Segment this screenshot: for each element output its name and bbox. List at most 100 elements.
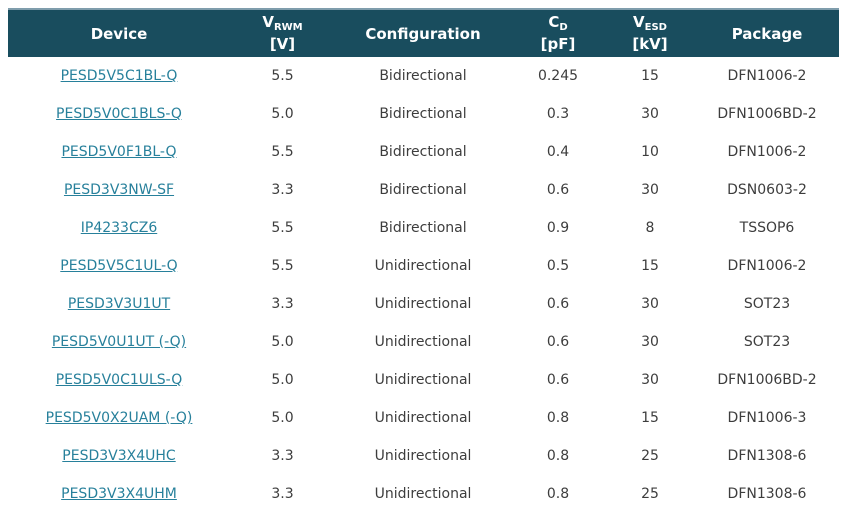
configuration-cell: Bidirectional xyxy=(379,220,467,236)
device-link[interactable]: PESD5V5C1BL-Q xyxy=(60,68,178,84)
cd-cell: 0.5 xyxy=(546,258,570,274)
vrwm-unit: [V] xyxy=(269,35,296,53)
vrwm-cell: 3.3 xyxy=(271,486,294,502)
package-cell: SOT23 xyxy=(743,296,791,312)
vesd-cell: 30 xyxy=(641,372,659,388)
cd-symbol: C xyxy=(548,13,560,31)
vesd-cell: 30 xyxy=(641,106,659,122)
cd-cell: 0.6 xyxy=(546,182,570,198)
cd-cell: 0.3 xyxy=(546,106,570,122)
cd-subscript: D xyxy=(559,22,568,33)
table-row: PESD3V3NW-SF 3.3 Bidirectional 0.6 30 DSN0603… xyxy=(8,171,839,209)
package-cell: DFN1006BD-2 xyxy=(717,372,817,388)
cd-cell: 0.245 xyxy=(537,68,579,84)
device-cell: IP4233CZ6 xyxy=(8,220,230,236)
device-link[interactable]: PESD5V0C1BLS-Q xyxy=(56,106,182,122)
package-cell: DFN1006-2 xyxy=(727,68,807,84)
column-header-package-label: Package xyxy=(731,24,803,43)
column-header-vrwm: VRWM [V] xyxy=(230,14,335,53)
device-link[interactable]: PESD5V5C1UL-Q xyxy=(60,258,178,274)
vrwm-cell: 3.3 xyxy=(271,182,294,198)
cd-cell: 0.6 xyxy=(546,372,570,388)
table-row: PESD5V5C1UL-Q 5.5 Unidirectional 0.5 15 DFN10… xyxy=(8,247,839,285)
device-cell: PESD5V5C1BL-Q xyxy=(8,68,230,84)
vrwm-symbol: V xyxy=(262,13,274,31)
table-row: PESD5V0U1UT (-Q) 5.0 Unidirectional 0.6 30 SO… xyxy=(8,323,839,361)
package-cell: DFN1308-6 xyxy=(727,448,807,464)
configuration-cell: Bidirectional xyxy=(379,106,467,122)
configuration-cell: Bidirectional xyxy=(379,182,467,198)
cd-cell: 0.9 xyxy=(546,220,570,236)
vesd-unit: [kV] xyxy=(632,35,668,53)
vrwm-cell: 5.0 xyxy=(271,372,294,388)
device-link[interactable]: PESD3V3U1UT xyxy=(67,296,171,312)
column-header-configuration: Configuration xyxy=(335,25,511,43)
table-row: IP4233CZ6 5.5 Bidirectional 0.9 8 TSSOP6 xyxy=(8,209,839,247)
vesd-cell: 30 xyxy=(641,334,659,350)
column-header-cd: CD [pF] xyxy=(511,14,605,53)
vesd-subscript: ESD xyxy=(644,22,667,33)
cd-cell: 0.4 xyxy=(546,144,570,160)
configuration-cell: Bidirectional xyxy=(379,144,467,160)
table-row: PESD5V0X2UAM (-Q) 5.0 Unidirectional 0.8 15 D… xyxy=(8,399,839,437)
device-link[interactable]: PESD5V0U1UT (-Q) xyxy=(51,334,187,350)
vesd-cell: 25 xyxy=(641,448,659,464)
device-cell: PESD3V3NW-SF xyxy=(8,182,230,198)
vesd-cell: 15 xyxy=(641,258,659,274)
vrwm-cell: 5.5 xyxy=(271,258,294,274)
package-cell: DFN1308-6 xyxy=(727,486,807,502)
vrwm-cell: 5.5 xyxy=(271,220,294,236)
table-row: PESD3V3X4UHM 3.3 Unidirectional 0.8 25 DFN130… xyxy=(8,475,839,513)
configuration-cell: Unidirectional xyxy=(374,410,472,426)
device-link[interactable]: PESD3V3X4UHC xyxy=(62,448,176,464)
device-link[interactable]: PESD5V0F1BL-Q xyxy=(61,144,177,160)
package-cell: DSN0603-2 xyxy=(727,182,807,198)
device-cell: PESD5V0F1BL-Q xyxy=(8,144,230,160)
device-cell: PESD5V5C1UL-Q xyxy=(8,258,230,274)
device-cell: PESD3V3X4UHM xyxy=(8,486,230,502)
cd-cell: 0.8 xyxy=(546,448,570,464)
device-link[interactable]: PESD5V0C1ULS-Q xyxy=(55,372,183,388)
table-row: PESD5V5C1BL-Q 5.5 Bidirectional 0.245 15 DFN1… xyxy=(8,57,839,95)
table-row: PESD3V3U1UT 3.3 Unidirectional 0.6 30 SOT23 xyxy=(8,285,839,323)
device-cell: PESD5V0C1ULS-Q xyxy=(8,372,230,388)
vrwm-cell: 3.3 xyxy=(271,296,294,312)
device-link[interactable]: PESD5V0X2UAM (-Q) xyxy=(45,410,193,426)
vrwm-cell: 5.0 xyxy=(271,106,294,122)
vesd-cell: 30 xyxy=(641,296,659,312)
table-header-row: Device VRWM [V] Configuration CD [pF] VE… xyxy=(8,8,839,57)
device-link[interactable]: IP4233CZ6 xyxy=(80,220,158,236)
vrwm-cell: 5.0 xyxy=(271,334,294,350)
table-body: PESD5V5C1BL-Q 5.5 Bidirectional 0.245 15 DFN1… xyxy=(8,57,839,513)
column-header-package: Package xyxy=(695,25,839,43)
vesd-cell: 8 xyxy=(645,220,655,236)
cd-cell: 0.6 xyxy=(546,334,570,350)
package-cell: DFN1006-3 xyxy=(727,410,807,426)
vesd-cell: 25 xyxy=(641,486,659,502)
configuration-cell: Unidirectional xyxy=(374,448,472,464)
device-cell: PESD5V0X2UAM (-Q) xyxy=(8,410,230,426)
configuration-cell: Bidirectional xyxy=(379,68,467,84)
column-header-configuration-label: Configuration xyxy=(365,24,481,43)
device-cell: PESD5V0C1BLS-Q xyxy=(8,106,230,122)
cd-cell: 0.8 xyxy=(546,486,570,502)
device-cell: PESD3V3U1UT xyxy=(8,296,230,312)
cd-unit: [pF] xyxy=(540,35,576,53)
table-row: PESD5V0C1ULS-Q 5.0 Unidirectional 0.6 30 DFN1… xyxy=(8,361,839,399)
device-link[interactable]: PESD3V3NW-SF xyxy=(63,182,175,198)
device-link[interactable]: PESD3V3X4UHM xyxy=(61,486,177,502)
device-cell: PESD5V0U1UT (-Q) xyxy=(8,334,230,350)
vrwm-cell: 5.0 xyxy=(271,410,294,426)
configuration-cell: Unidirectional xyxy=(374,296,472,312)
vrwm-cell: 5.5 xyxy=(271,144,294,160)
vrwm-subscript: RWM xyxy=(273,22,303,33)
package-cell: TSSOP6 xyxy=(739,220,795,236)
table-row: PESD5V0C1BLS-Q 5.0 Bidirectional 0.3 30 DFN10… xyxy=(8,95,839,133)
cd-cell: 0.6 xyxy=(546,296,570,312)
vrwm-cell: 5.5 xyxy=(271,68,294,84)
table-row: PESD3V3X4UHC 3.3 Unidirectional 0.8 25 DFN130… xyxy=(8,437,839,475)
vesd-cell: 10 xyxy=(641,144,659,160)
vesd-symbol: V xyxy=(633,13,645,31)
column-header-vesd: VESD [kV] xyxy=(605,14,695,53)
vrwm-cell: 3.3 xyxy=(271,448,294,464)
